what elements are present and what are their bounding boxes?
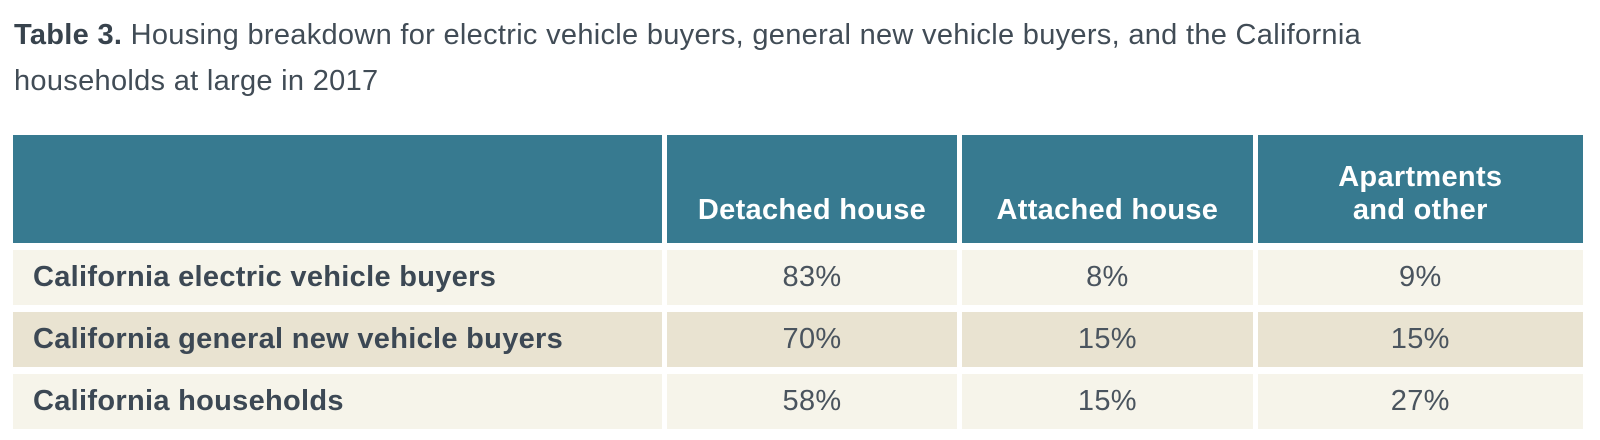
value-cell: 9% [1257, 250, 1583, 305]
value-cell: 15% [1257, 312, 1583, 367]
header-blank-cell [13, 135, 662, 243]
header-detached-house: Detached house [666, 135, 958, 243]
header-apartments-and-other-label: Apartments and other [1338, 161, 1503, 226]
row-label: California electric vehicle buyers [13, 250, 662, 305]
value-cell: 15% [962, 312, 1253, 367]
value-cell: 15% [962, 374, 1253, 429]
value-cell: 83% [666, 250, 958, 305]
housing-breakdown-table: Detached house Attached house Apartments… [8, 128, 1588, 436]
value-cell: 8% [962, 250, 1253, 305]
table-caption-number: Table 3. [14, 19, 123, 51]
value-cell: 58% [666, 374, 958, 429]
row-label: California general new vehicle buyers [13, 312, 662, 367]
table-caption-text: Housing breakdown for electric vehicle b… [14, 19, 1362, 97]
header-attached-house: Attached house [962, 135, 1253, 243]
row-label: California households [13, 374, 662, 429]
header-apartments-and-other: Apartments and other [1257, 135, 1583, 243]
header-row: Detached house Attached house Apartments… [13, 135, 1583, 243]
table-row: California electric vehicle buyers 83% 8… [13, 250, 1583, 305]
table-caption: Table 3. Housing breakdown for electric … [14, 12, 1464, 104]
table-row: California households 58% 15% 27% [13, 374, 1583, 429]
value-cell: 70% [666, 312, 958, 367]
value-cell: 27% [1257, 374, 1583, 429]
table-row: California general new vehicle buyers 70… [13, 312, 1583, 367]
